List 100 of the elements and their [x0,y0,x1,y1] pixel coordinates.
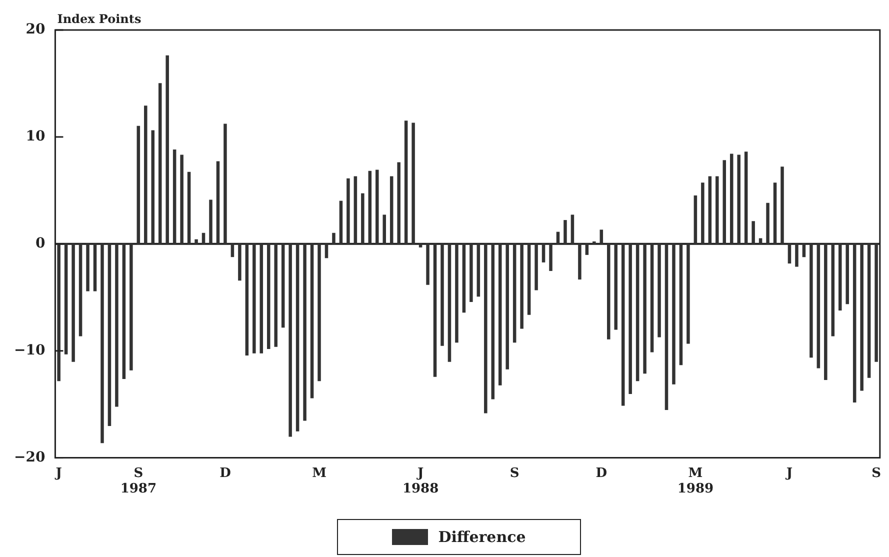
y-tick-label: −10 [14,342,46,358]
bar [224,124,227,244]
bar [476,244,480,297]
bar [672,244,676,384]
bar [339,200,343,244]
y-tick-label: 20 [26,22,46,38]
bar [816,244,820,368]
bar [585,244,589,255]
bar [136,126,140,244]
y-tick-label: −20 [14,449,46,466]
bar [57,244,60,382]
bar [694,195,698,244]
bar [470,244,473,302]
bar [361,193,364,244]
bar [716,176,719,244]
bar [614,244,618,330]
bar [824,244,828,380]
bar [831,244,835,336]
bar [592,241,596,244]
bar [795,244,798,267]
bar [180,154,184,244]
bar [281,244,285,328]
bar [151,130,155,244]
bar [788,244,792,264]
bar [368,170,372,244]
bar [209,200,212,244]
bar [187,172,191,244]
x-tick-label: D [220,466,231,481]
bar [542,244,546,262]
bar [194,239,198,244]
x-tick-label: M [312,466,326,481]
y-tick-label: 10 [26,128,46,145]
bar [115,244,118,407]
bar [730,154,734,244]
bar [288,244,292,437]
x-tick-label: M 1989 [677,466,714,497]
bar [621,244,625,406]
bar [852,244,856,403]
bar [860,244,864,391]
bar [122,244,126,379]
bar [166,55,169,244]
bar [722,160,726,244]
bar [570,214,574,244]
bar [230,244,234,258]
bar [108,244,112,426]
bar [426,244,430,285]
bar [86,244,90,292]
bar [810,244,813,358]
bar [643,244,646,374]
bar [766,202,770,244]
bar [252,244,256,354]
bar [260,244,264,354]
bar [737,154,740,244]
bar [744,152,748,244]
bar [628,244,632,394]
bar [266,244,270,350]
bar [397,162,400,244]
bar [780,166,784,244]
bar [658,244,661,338]
x-tick-label: D [596,466,608,481]
y-axis-title: Index Points [57,12,142,26]
bar [332,232,336,244]
bar [354,176,358,244]
bar [701,182,704,244]
bar [130,244,133,370]
bar [245,244,249,356]
bar [607,244,610,340]
bar [838,244,842,311]
bar [455,244,458,343]
bar [296,244,300,432]
bar [578,244,582,280]
bar [758,238,762,244]
bar [650,244,654,352]
bar [867,244,871,378]
bar [708,176,712,244]
bar [216,161,220,244]
bar [773,182,777,244]
bar [549,244,552,271]
bar [874,244,878,362]
bar [172,149,176,244]
bar [433,244,437,377]
bar [534,244,538,290]
bar [679,244,683,366]
bar [802,244,806,258]
bar [404,120,408,244]
bar [144,106,148,244]
bar [274,244,278,347]
bar [346,178,350,244]
bar [303,244,306,421]
bar [78,244,82,336]
bar [324,244,328,258]
bar [498,244,502,386]
x-tick-label: S 1987 [120,466,156,497]
bar [448,244,452,362]
x-tick-label: J [785,466,793,481]
bar [412,122,415,244]
bar [664,244,668,410]
bar [491,244,495,400]
bar [564,220,567,244]
bar [72,244,75,362]
